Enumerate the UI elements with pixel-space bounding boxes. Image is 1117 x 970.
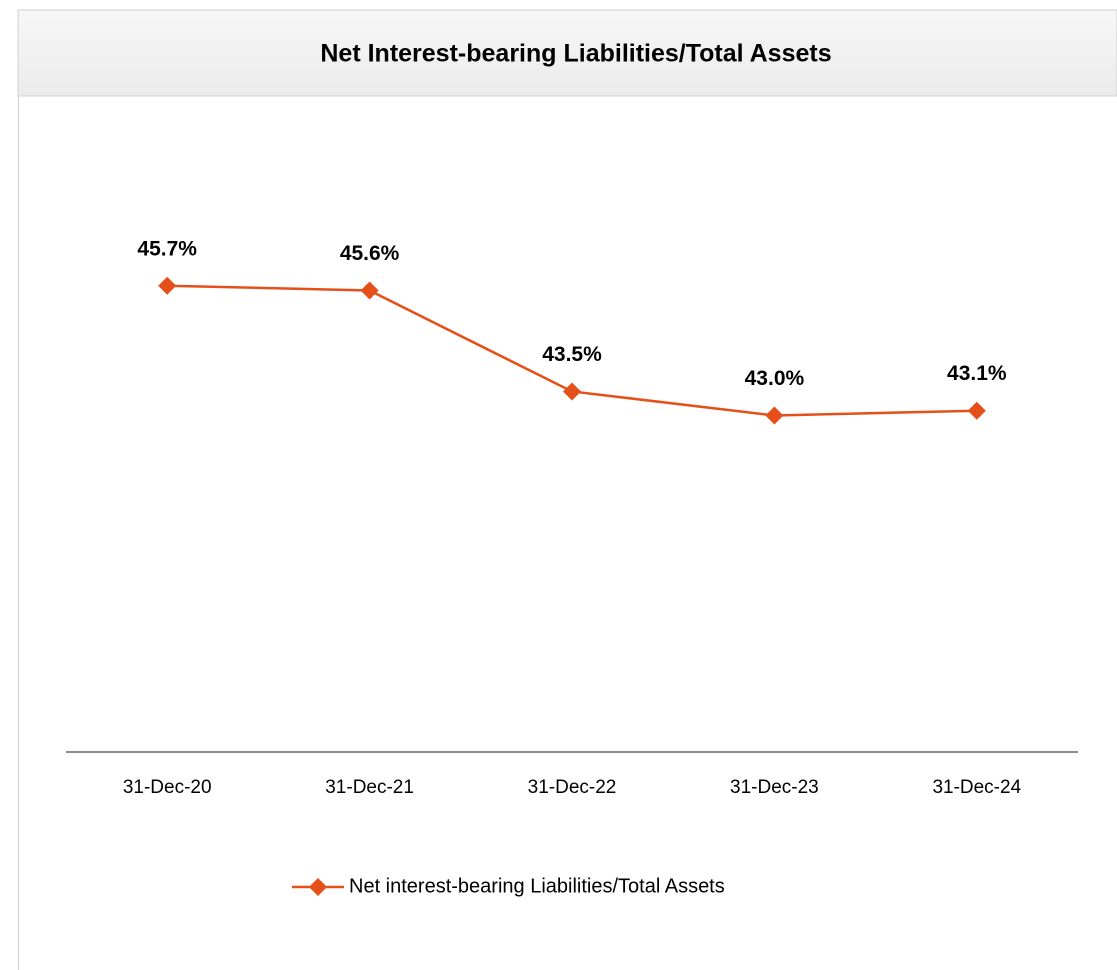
x-tick-label: 31-Dec-24: [932, 777, 1021, 798]
chart-frame: [18, 10, 1117, 970]
data-point: [765, 406, 784, 425]
legend-marker: [309, 878, 327, 896]
x-tick-label: 31-Dec-20: [123, 777, 212, 798]
chart-title: Net Interest-bearing Liabilities/Total A…: [320, 40, 831, 68]
x-tick-label: 31-Dec-22: [528, 777, 617, 798]
x-tick-label: 31-Dec-21: [325, 777, 414, 798]
data-label: 45.6%: [340, 242, 400, 265]
data-label: 43.0%: [745, 367, 805, 390]
data-label: 43.1%: [947, 362, 1007, 385]
data-point: [967, 401, 986, 420]
data-label: 45.7%: [137, 237, 197, 260]
data-point: [563, 382, 581, 401]
x-tick-label: 31-Dec-23: [730, 777, 819, 798]
data-label: 43.5%: [542, 343, 602, 366]
header-band: [17, 9, 1117, 97]
legend-label: Net interest-bearing Liabilities/Total A…: [349, 875, 725, 897]
data-point: [158, 276, 177, 295]
data-point: [360, 281, 379, 300]
